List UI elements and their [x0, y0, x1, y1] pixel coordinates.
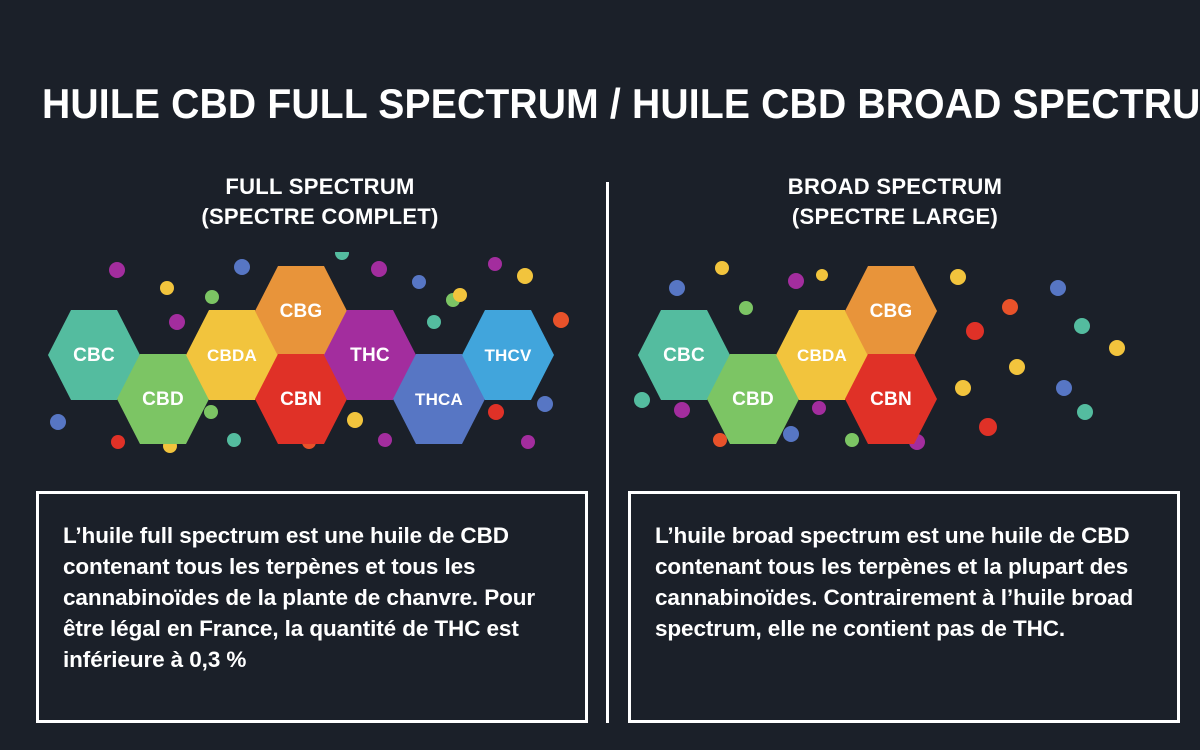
- column-heading-full-spectrum: FULL SPECTRUM (SPECTRE COMPLET): [40, 172, 600, 232]
- decorative-dot: [634, 392, 650, 408]
- decorative-dot: [812, 401, 826, 415]
- hexagon-label: CBD: [142, 388, 184, 410]
- decorative-dot: [378, 433, 392, 447]
- decorative-dot: [788, 273, 804, 289]
- decorative-dot: [1077, 404, 1093, 420]
- page-title: HUILE CBD FULL SPECTRUM / HUILE CBD BROA…: [42, 80, 1200, 128]
- hexagon-label: CBN: [870, 388, 912, 410]
- decorative-dot: [739, 301, 753, 315]
- decorative-dot: [169, 314, 185, 330]
- hexagon-label: THCV: [484, 345, 532, 365]
- decorative-dot: [205, 290, 219, 304]
- hexagon-label: CBG: [869, 300, 913, 322]
- decorative-dot: [111, 435, 125, 449]
- decorative-dot: [412, 275, 426, 289]
- decorative-dot: [1050, 280, 1066, 296]
- hexagon-label: THC: [350, 344, 390, 366]
- hexagon-label: CBN: [280, 388, 322, 410]
- decorative-dot: [517, 268, 533, 284]
- decorative-dot: [160, 281, 174, 295]
- decorative-dot: [553, 312, 569, 328]
- hexagon-label: CBDA: [207, 345, 257, 365]
- column-heading-line1: FULL SPECTRUM: [225, 174, 415, 199]
- decorative-dot: [488, 257, 502, 271]
- decorative-dot: [234, 259, 250, 275]
- decorative-dot: [427, 315, 441, 329]
- hexagon-label: CBDA: [797, 345, 847, 365]
- decorative-dot: [783, 426, 799, 442]
- decorative-dot: [816, 269, 828, 281]
- column-heading-line1: BROAD SPECTRUM: [787, 174, 1003, 199]
- decorative-dot: [1002, 299, 1018, 315]
- decorative-dot: [715, 261, 729, 275]
- decorative-dot: [488, 404, 504, 420]
- decorative-dot: [674, 402, 690, 418]
- decorative-dot: [109, 262, 125, 278]
- decorative-dot: [713, 433, 727, 447]
- decorative-dot: [1074, 318, 1090, 334]
- hexagon-cluster-full-spectrum: CBC CBD CBDA CBG CBN THC THCA THCV: [30, 252, 590, 457]
- decorative-dot: [1109, 340, 1125, 356]
- decorative-dot: [669, 280, 685, 296]
- decorative-dot: [955, 380, 971, 396]
- decorative-dot: [521, 435, 535, 449]
- decorative-dot: [371, 261, 387, 277]
- hexagon-label: THCA: [414, 389, 463, 409]
- decorative-dot: [204, 405, 218, 419]
- hexagon-label: CBC: [73, 344, 115, 366]
- decorative-dot: [950, 269, 966, 285]
- column-heading-broad-spectrum: BROAD SPECTRUM (SPECTRE LARGE): [615, 172, 1175, 232]
- decorative-dot: [845, 433, 859, 447]
- description-box-broad-spectrum: L’huile broad spectrum est une huile de …: [628, 491, 1180, 723]
- hexagon-label: CBD: [732, 388, 774, 410]
- decorative-dot: [1009, 359, 1025, 375]
- hexagon-label: CBG: [279, 300, 323, 322]
- description-text: L’huile full spectrum est une huile de C…: [63, 523, 536, 672]
- decorative-dot: [966, 322, 984, 340]
- decorative-dot: [453, 288, 467, 302]
- decorative-dot: [335, 252, 349, 260]
- decorative-dot: [979, 418, 997, 436]
- decorative-dot: [227, 433, 241, 447]
- vertical-divider: [606, 182, 609, 723]
- decorative-dot: [347, 412, 363, 428]
- decorative-dot: [1056, 380, 1072, 396]
- hexagon-cluster-broad-spectrum: CBC CBD CBDA CBG CBN: [630, 252, 1185, 457]
- hexagon-label: CBC: [663, 344, 705, 366]
- column-heading-line2: (SPECTRE COMPLET): [201, 204, 439, 229]
- description-text: L’huile broad spectrum est une huile de …: [655, 523, 1134, 641]
- description-box-full-spectrum: L’huile full spectrum est une huile de C…: [36, 491, 588, 723]
- column-heading-line2: (SPECTRE LARGE): [791, 204, 999, 229]
- decorative-dot: [537, 396, 553, 412]
- decorative-dot: [50, 414, 66, 430]
